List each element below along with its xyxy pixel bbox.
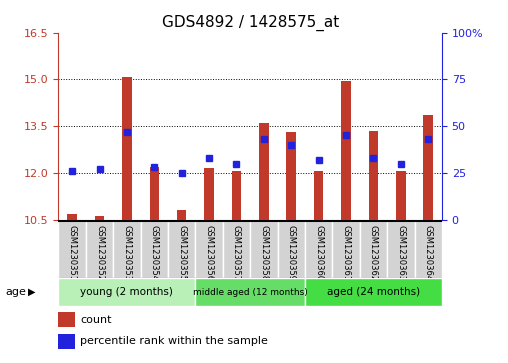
Bar — [177, 210, 186, 220]
Bar — [58, 278, 196, 306]
Bar — [196, 221, 223, 278]
Bar — [196, 278, 305, 306]
Text: GSM1230361: GSM1230361 — [341, 225, 351, 281]
Bar — [94, 216, 104, 220]
Text: GSM1230358: GSM1230358 — [260, 225, 268, 281]
Text: GSM1230353: GSM1230353 — [122, 225, 132, 281]
Bar — [332, 221, 360, 278]
Bar — [86, 221, 113, 278]
Title: GDS4892 / 1428575_at: GDS4892 / 1428575_at — [162, 15, 339, 31]
Bar — [387, 221, 415, 278]
Bar — [259, 123, 269, 220]
Text: GSM1230364: GSM1230364 — [424, 225, 433, 281]
Text: GSM1230354: GSM1230354 — [150, 225, 159, 281]
Bar — [149, 167, 159, 220]
Bar — [122, 77, 132, 220]
Text: GSM1230356: GSM1230356 — [205, 225, 213, 281]
Text: GSM1230360: GSM1230360 — [314, 225, 323, 281]
Bar — [314, 171, 324, 220]
Text: count: count — [80, 315, 112, 325]
Bar — [168, 221, 196, 278]
Bar — [223, 221, 250, 278]
Text: young (2 months): young (2 months) — [80, 287, 173, 297]
Bar — [141, 221, 168, 278]
Bar — [396, 171, 406, 220]
Text: GSM1230355: GSM1230355 — [177, 225, 186, 281]
Text: GSM1230359: GSM1230359 — [287, 225, 296, 281]
Bar — [360, 221, 387, 278]
Bar — [113, 221, 141, 278]
Bar — [58, 312, 75, 327]
Text: aged (24 months): aged (24 months) — [327, 287, 420, 297]
Bar — [341, 81, 351, 220]
Text: age: age — [5, 287, 26, 297]
Bar — [250, 221, 277, 278]
Text: GSM1230362: GSM1230362 — [369, 225, 378, 281]
Text: GSM1230363: GSM1230363 — [396, 225, 405, 282]
Bar — [58, 334, 75, 349]
Bar — [287, 132, 296, 220]
Text: GSM1230351: GSM1230351 — [68, 225, 77, 281]
Bar — [232, 171, 241, 220]
Bar — [277, 221, 305, 278]
Bar — [204, 168, 214, 220]
Bar — [415, 221, 442, 278]
Text: GSM1230352: GSM1230352 — [95, 225, 104, 281]
Bar — [305, 278, 442, 306]
Bar — [58, 221, 86, 278]
Bar — [68, 214, 77, 220]
Bar — [369, 131, 378, 220]
Text: ▶: ▶ — [28, 287, 36, 297]
Bar — [424, 115, 433, 220]
Bar — [305, 221, 332, 278]
Text: GSM1230357: GSM1230357 — [232, 225, 241, 281]
Text: percentile rank within the sample: percentile rank within the sample — [80, 337, 268, 346]
Text: middle aged (12 months): middle aged (12 months) — [193, 287, 307, 297]
